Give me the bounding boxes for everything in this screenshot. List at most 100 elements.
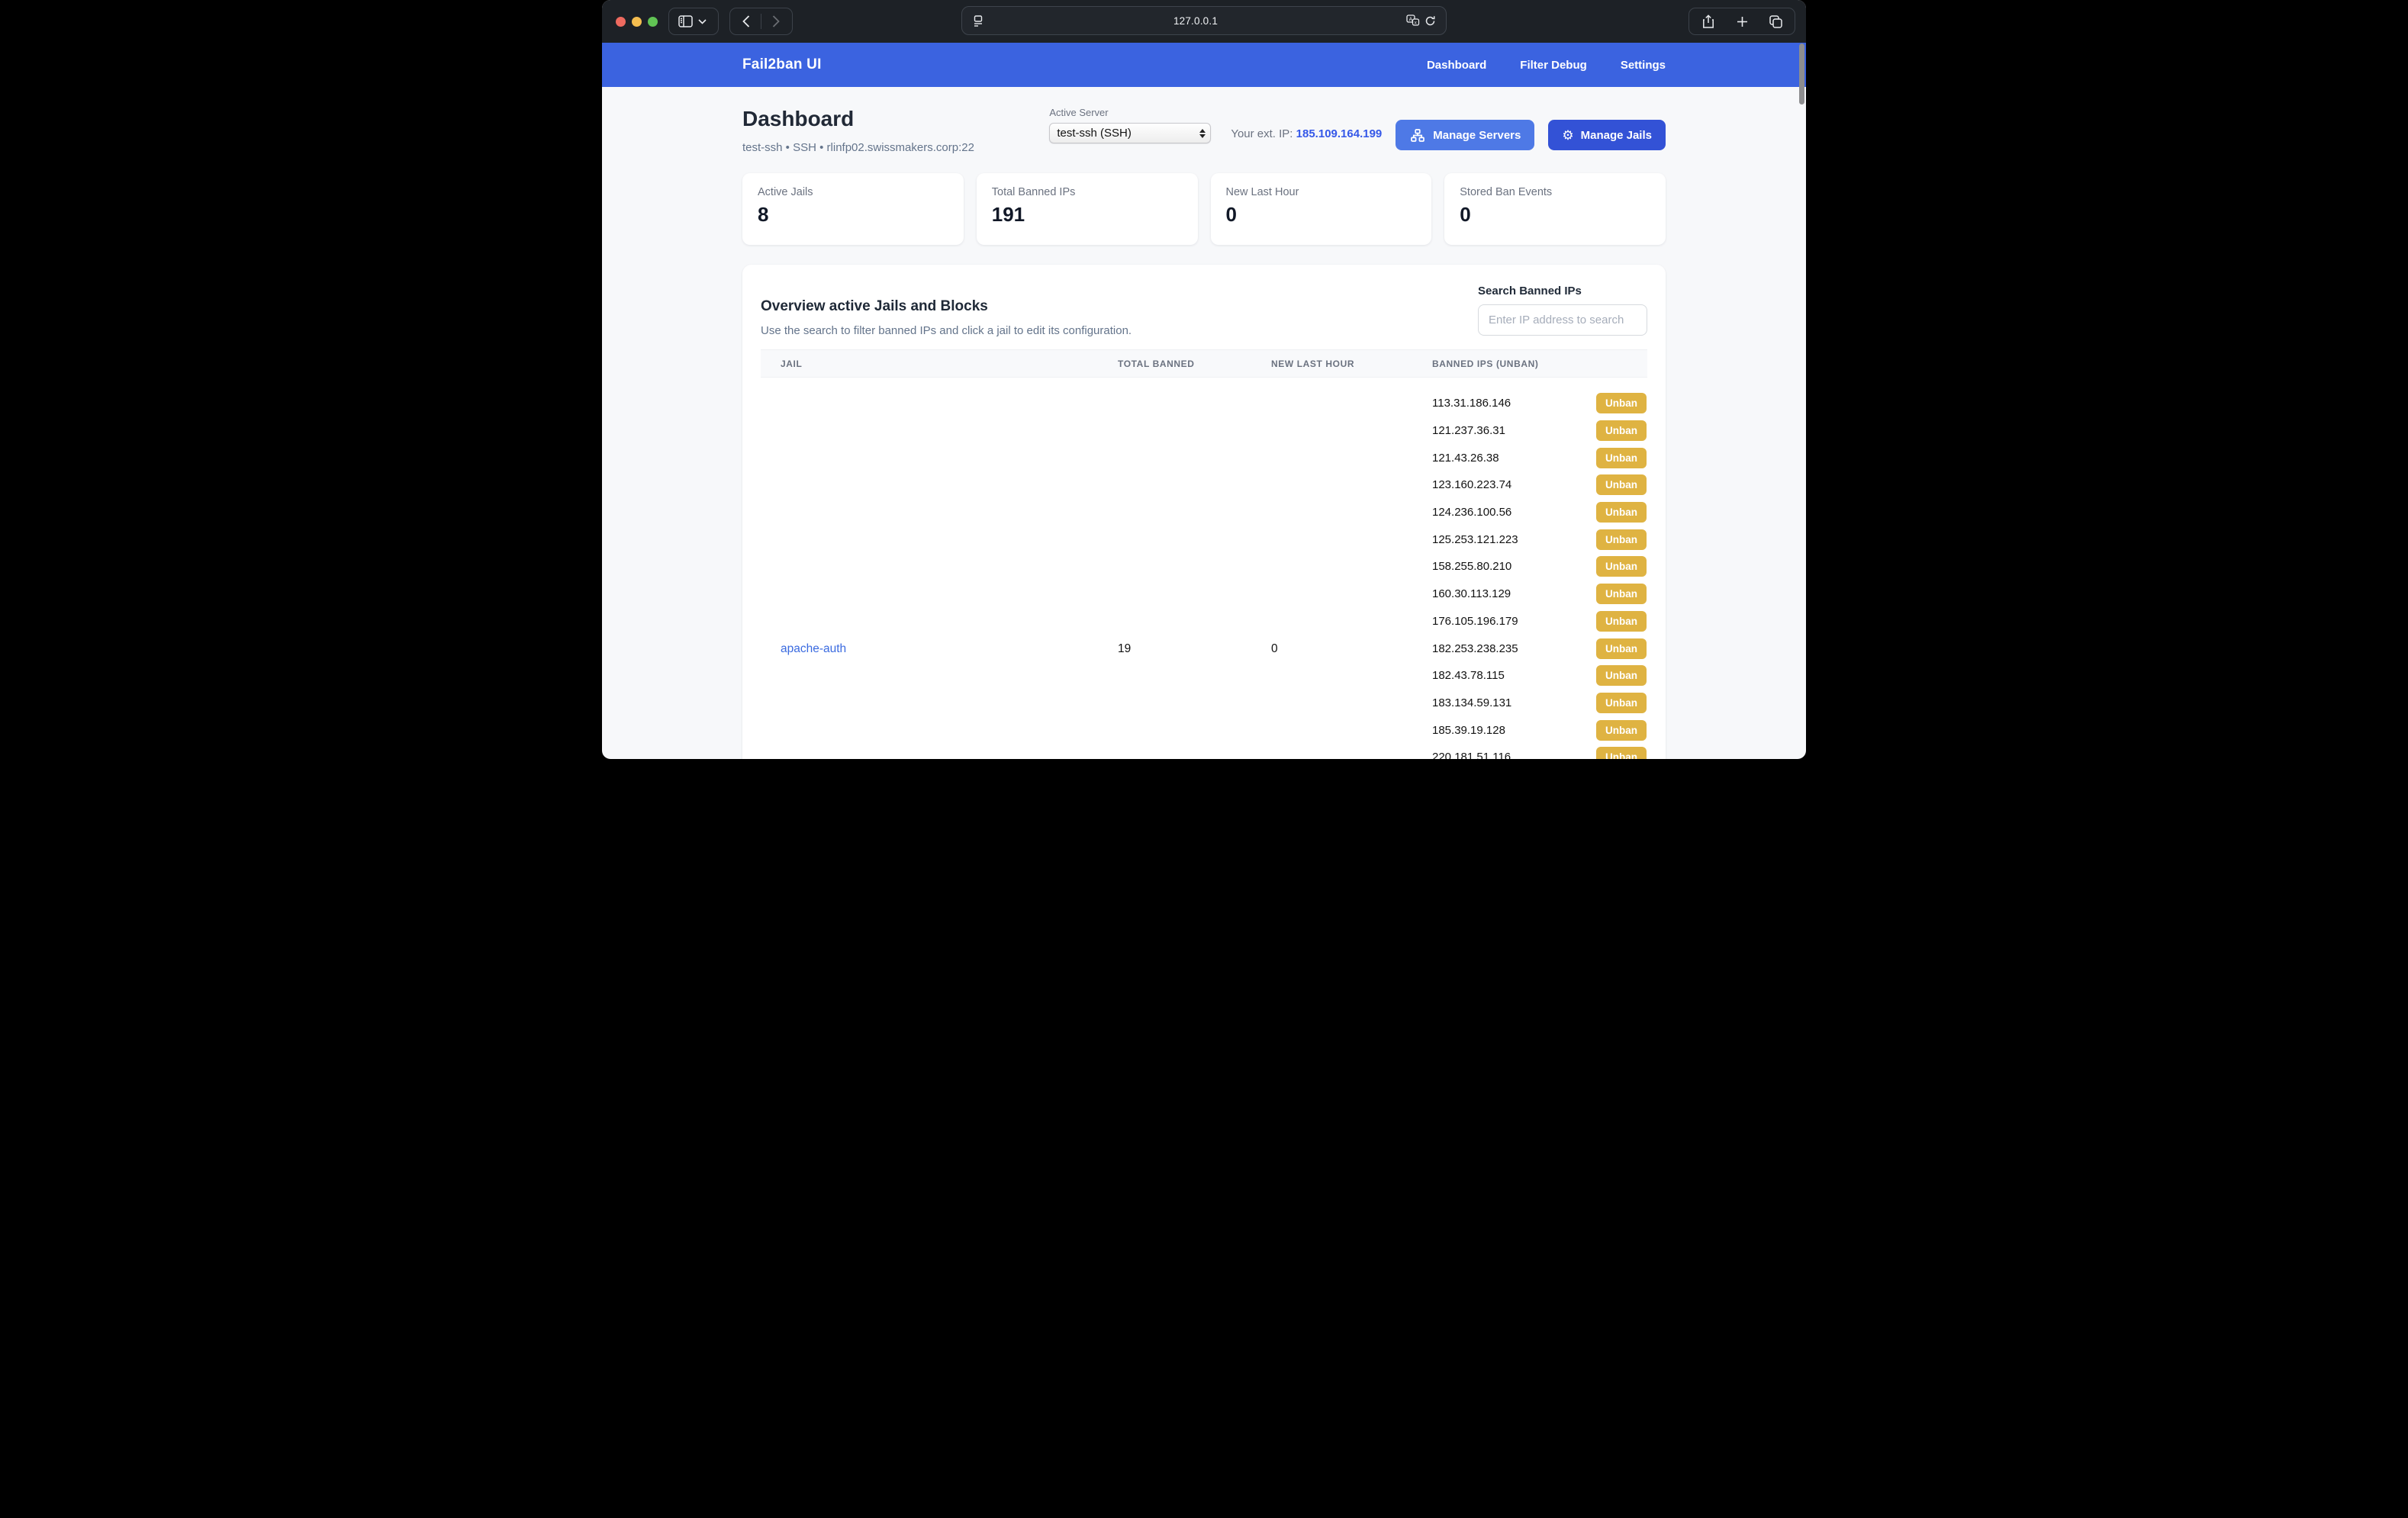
stat-label: Stored Ban Events: [1460, 186, 1553, 198]
select-arrows-icon: [1199, 128, 1206, 138]
minimize-window-button[interactable]: [632, 16, 642, 27]
unban-button[interactable]: Unban: [1596, 393, 1647, 414]
unban-button[interactable]: Unban: [1596, 447, 1647, 468]
column-header: Banned IPs (Unban): [1432, 358, 1539, 369]
page-settings-icon[interactable]: [970, 12, 987, 29]
back-icon[interactable]: [738, 13, 755, 30]
manage-jails-button[interactable]: ⚙ Manage Jails: [1548, 120, 1666, 150]
external-ip-value[interactable]: 185.109.164.199: [1296, 127, 1383, 140]
address-bar[interactable]: 127.0.0.1 A x: [961, 6, 1447, 35]
manage-servers-button[interactable]: Manage Servers: [1396, 120, 1535, 150]
search-banned-ips-input[interactable]: [1478, 304, 1647, 336]
reload-icon[interactable]: [1421, 12, 1438, 29]
stat-value: 8: [758, 203, 769, 226]
translate-icon[interactable]: A x: [1405, 12, 1421, 29]
banned-ip: 176.105.196.179: [1432, 614, 1518, 628]
page-subtitle: test-ssh • SSH • rlinfp02.swissmakers.co…: [742, 141, 974, 154]
overview-title: Overview active Jails and Blocks: [761, 298, 988, 314]
unban-button[interactable]: Unban: [1596, 719, 1647, 741]
banned-ip-row: 160.30.113.129 Unban: [1432, 581, 1647, 608]
banned-ip: 182.253.238.235: [1432, 642, 1518, 655]
banned-ip-row: 123.160.223.74 Unban: [1432, 471, 1647, 499]
manage-servers-label: Manage Servers: [1433, 128, 1521, 142]
external-ip: Your ext. IP: 185.109.164.199: [1231, 127, 1382, 140]
sidebar-controls: [668, 8, 719, 35]
banned-ip-row: 121.43.26.38 Unban: [1432, 444, 1647, 471]
banned-ip-row: 183.134.59.131 Unban: [1432, 690, 1647, 717]
banned-ip-row: 113.31.186.146 Unban: [1432, 390, 1647, 417]
sidebar-toggle-icon[interactable]: [677, 13, 694, 30]
banned-ip-row: 121.237.36.31 Unban: [1432, 417, 1647, 445]
column-header: Total Banned: [1118, 358, 1195, 369]
banned-ip-row: 176.105.196.179 Unban: [1432, 608, 1647, 635]
stat-card: New Last Hour 0: [1210, 173, 1432, 245]
browser-window: 127.0.0.1 A x: [602, 0, 1806, 759]
total-banned-value: 19: [1118, 642, 1132, 655]
nav-links: Dashboard Filter Debug Settings: [1427, 59, 1666, 72]
nav-link-settings[interactable]: Settings: [1620, 58, 1666, 72]
manage-jails-label: Manage Jails: [1580, 128, 1652, 142]
banned-ip: 124.236.100.56: [1432, 506, 1512, 519]
column-header: New Last Hour: [1271, 358, 1355, 369]
unban-button[interactable]: Unban: [1596, 747, 1647, 759]
scrollbar-thumb[interactable]: [1799, 43, 1804, 105]
search-banned-ips-label: Search Banned IPs: [1478, 285, 1582, 297]
forward-icon[interactable]: [768, 13, 784, 30]
share-icon[interactable]: [1700, 13, 1717, 30]
unban-button[interactable]: Unban: [1596, 692, 1647, 713]
zoom-window-button[interactable]: [648, 16, 658, 27]
new-tab-icon[interactable]: [1734, 13, 1750, 30]
svg-text:A: A: [1409, 17, 1413, 22]
unban-button[interactable]: Unban: [1596, 420, 1647, 442]
new-last-hour-value: 0: [1271, 642, 1278, 655]
stat-label: Active Jails: [758, 186, 813, 198]
unban-button[interactable]: Unban: [1596, 529, 1647, 550]
banned-ip: 160.30.113.129: [1432, 587, 1511, 601]
banned-ip-row: 220.181.51.116 Unban: [1432, 744, 1647, 759]
stat-label: New Last Hour: [1225, 186, 1299, 198]
stat-value: 0: [1460, 203, 1471, 226]
banned-ip-row: 182.43.78.115 Unban: [1432, 662, 1647, 690]
active-server-select[interactable]: test-ssh (SSH): [1049, 123, 1212, 143]
stat-value: 0: [1225, 203, 1237, 226]
banned-ip: 113.31.186.146: [1432, 397, 1511, 410]
table-header: Jail Total Banned New Last Hour Banned IPs …: [761, 349, 1647, 378]
app-navbar: Fail2ban UI Dashboard Filter Debug Setting…: [602, 43, 1806, 87]
banned-ip-list: 113.31.186.146 Unban 121.237.36.31 Unban 121…: [1412, 390, 1647, 759]
overview-card: Overview active Jails and Blocks Use the…: [742, 265, 1666, 759]
unban-button[interactable]: Unban: [1596, 665, 1647, 687]
stat-card: Total Banned IPs 191: [976, 173, 1198, 245]
banned-ip: 158.255.80.210: [1432, 560, 1512, 574]
window-controls: [616, 16, 658, 27]
gear-icon: ⚙: [1562, 127, 1574, 143]
tab-overview-icon[interactable]: [1767, 13, 1784, 30]
banned-ip: 125.253.121.223: [1432, 532, 1518, 546]
stats-row: Active Jails 8 Total Banned IPs 191 New Last…: [742, 173, 1666, 245]
banned-ip-row: 185.39.19.128 Unban: [1432, 716, 1647, 744]
svg-text:x: x: [1415, 20, 1418, 25]
banned-ip-row: 125.253.121.223 Unban: [1432, 526, 1647, 553]
overview-subtitle: Use the search to filter banned IPs and …: [761, 324, 1132, 337]
jail-link[interactable]: apache-auth: [781, 642, 847, 655]
unban-button[interactable]: Unban: [1596, 556, 1647, 577]
banned-ip: 121.43.26.38: [1432, 451, 1499, 465]
unban-button[interactable]: Unban: [1596, 610, 1647, 632]
banned-ip: 183.134.59.131: [1432, 696, 1512, 709]
nav-link-dashboard[interactable]: Dashboard: [1426, 58, 1487, 72]
close-window-button[interactable]: [616, 16, 626, 27]
banned-ip: 182.43.78.115: [1432, 669, 1505, 683]
unban-button[interactable]: Unban: [1596, 474, 1647, 496]
app-brand[interactable]: Fail2ban UI: [742, 56, 822, 72]
banned-ip: 123.160.223.74: [1432, 478, 1512, 492]
unban-button[interactable]: Unban: [1596, 584, 1647, 605]
nav-link-filter-debug[interactable]: Filter Debug: [1520, 58, 1587, 72]
table-row: apache-auth 19 0 113.31.186.146 Unban 121.…: [761, 378, 1647, 759]
active-server-label: Active Server: [1049, 107, 1109, 118]
unban-button[interactable]: Unban: [1596, 638, 1647, 659]
chevron-down-icon[interactable]: [694, 13, 710, 30]
banned-ip-row: 182.253.238.235 Unban: [1432, 635, 1647, 662]
unban-button[interactable]: Unban: [1596, 502, 1647, 523]
banned-ip: 220.181.51.116: [1432, 751, 1511, 759]
column-header: Jail: [781, 358, 803, 369]
url-text: 127.0.0.1: [1173, 14, 1218, 27]
